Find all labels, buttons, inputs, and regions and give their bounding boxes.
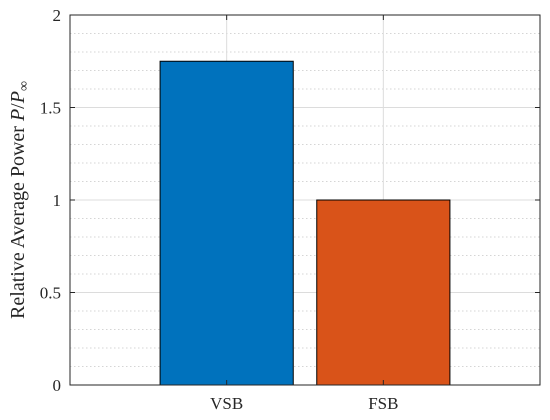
bar-fsb (316, 199, 451, 386)
y-tick-label: 2 (53, 6, 62, 25)
y-tick-label: 0.5 (40, 284, 61, 303)
x-tick-label: VSB (210, 394, 243, 413)
y-tick-label: 1 (53, 191, 62, 210)
y-tick-label: 1.5 (40, 99, 61, 118)
y-tick-label: 0 (53, 376, 62, 395)
y-tick-labels: 0 0.5 1 1.5 2 (40, 6, 61, 395)
x-tick-labels: VSB FSB (210, 394, 398, 413)
x-tick-label: FSB (368, 394, 398, 413)
axis-ticks (70, 14, 540, 386)
bars (159, 60, 451, 386)
bar-vsb (159, 60, 294, 386)
y-axis-title: Relative Average Power P/P∞ (7, 81, 32, 319)
